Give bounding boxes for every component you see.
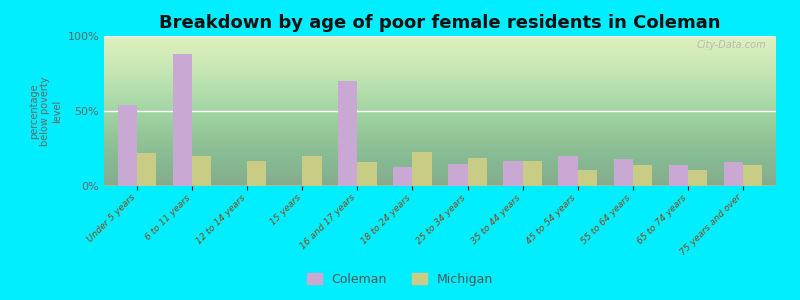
Title: Breakdown by age of poor female residents in Coleman: Breakdown by age of poor female resident… xyxy=(159,14,721,32)
Bar xyxy=(173,54,192,186)
Bar xyxy=(358,162,377,186)
Bar xyxy=(669,165,688,186)
Legend: Coleman, Michigan: Coleman, Michigan xyxy=(302,268,498,291)
Bar xyxy=(302,156,322,186)
Bar xyxy=(558,156,578,186)
Y-axis label: percentage
below poverty
level: percentage below poverty level xyxy=(29,76,62,146)
Bar xyxy=(688,169,707,186)
Bar xyxy=(192,156,211,186)
Bar xyxy=(503,160,522,186)
Bar xyxy=(578,169,597,186)
Bar xyxy=(743,165,762,186)
Bar xyxy=(118,105,137,186)
Bar xyxy=(614,159,633,186)
Bar xyxy=(393,167,413,186)
Bar xyxy=(137,153,156,186)
Bar xyxy=(522,160,542,186)
Bar xyxy=(724,162,743,186)
Bar xyxy=(247,160,266,186)
Bar xyxy=(633,165,652,186)
Bar xyxy=(448,164,467,186)
Bar xyxy=(413,152,432,186)
Text: City-Data.com: City-Data.com xyxy=(696,40,766,50)
Bar xyxy=(467,158,487,186)
Bar xyxy=(338,81,358,186)
